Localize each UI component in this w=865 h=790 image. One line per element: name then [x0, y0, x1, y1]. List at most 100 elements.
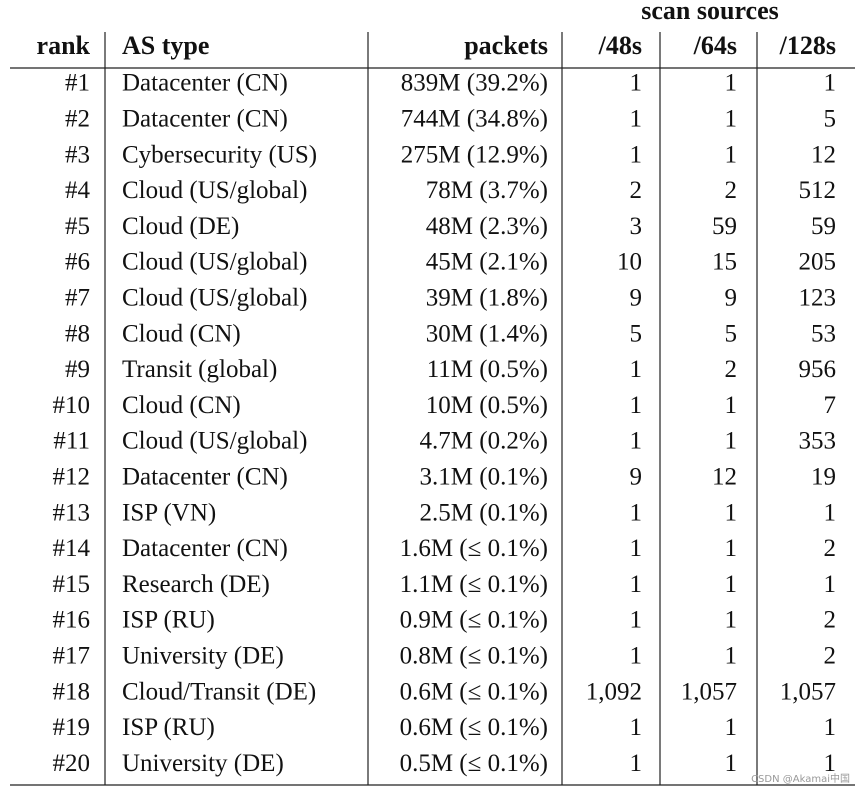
column-header: packets [464, 31, 548, 60]
cell: #8 [65, 320, 90, 347]
cell: 1.6M (≤ 0.1%) [400, 535, 548, 562]
cell: #6 [65, 249, 90, 276]
cell: #20 [53, 750, 91, 777]
cell: 2 [725, 356, 738, 383]
cell: 2 [824, 607, 837, 634]
cell: 205 [799, 249, 837, 276]
cell: 1 [630, 750, 643, 777]
cell: #2 [65, 106, 90, 133]
cell: Transit (global) [122, 356, 277, 383]
cell: 0.8M (≤ 0.1%) [400, 643, 548, 670]
cell: 1 [725, 428, 738, 455]
cell: #1 [65, 70, 90, 97]
cell: #16 [53, 607, 91, 634]
cell: 15 [712, 249, 737, 276]
cell: Datacenter (CN) [122, 106, 288, 133]
cell: Cloud (US/global) [122, 177, 307, 204]
cell: 59 [712, 213, 737, 240]
cell: Cloud/Transit (DE) [122, 678, 316, 705]
cell: 10 [617, 249, 642, 276]
cell: 1 [824, 571, 837, 598]
cell: 1,057 [681, 678, 737, 705]
cell: 48M (2.3%) [426, 213, 548, 240]
cell: 1 [630, 535, 643, 562]
cell: #19 [53, 714, 91, 741]
cell: 1 [824, 70, 837, 97]
column-header: /64s [693, 31, 737, 60]
cell: 3.1M (0.1%) [420, 464, 548, 491]
cell: #4 [65, 177, 91, 204]
cell: 956 [799, 356, 837, 383]
cell: 5 [725, 320, 738, 347]
cell: 1,057 [780, 678, 836, 705]
cell: 1 [725, 750, 738, 777]
cell: 1 [725, 141, 738, 168]
cell: ISP (VN) [122, 499, 216, 526]
cell: 19 [811, 464, 836, 491]
cell: 1 [824, 499, 837, 526]
cell: 1 [725, 714, 738, 741]
cell: 45M (2.1%) [426, 249, 548, 276]
cell: ISP (RU) [122, 607, 215, 634]
cell: 1 [630, 141, 643, 168]
cell: 10M (0.5%) [426, 392, 548, 419]
column-header: /48s [598, 31, 642, 60]
cell: #9 [65, 356, 90, 383]
cell: 1 [630, 643, 643, 670]
cell: 1 [824, 714, 837, 741]
cell: 9 [630, 464, 643, 491]
cell: University (DE) [122, 750, 284, 777]
cell: 1 [725, 643, 738, 670]
cell: 12 [811, 141, 836, 168]
cell: 512 [799, 177, 837, 204]
cell: 11M (0.5%) [427, 356, 548, 383]
cell: 2 [630, 177, 643, 204]
cell: Cybersecurity (US) [122, 141, 317, 168]
cell: 0.6M (≤ 0.1%) [400, 714, 548, 741]
cell: 5 [824, 106, 837, 133]
cell: 9 [725, 285, 738, 312]
cell: 4.7M (0.2%) [420, 428, 548, 455]
cell: 78M (3.7%) [426, 177, 548, 204]
cell: 1 [630, 571, 643, 598]
cell: 123 [799, 285, 837, 312]
cell: Cloud (DE) [122, 213, 239, 240]
cell: 2.5M (0.1%) [420, 499, 548, 526]
cell: University (DE) [122, 643, 284, 670]
cell: 1.1M (≤ 0.1%) [400, 571, 548, 598]
cell: 1 [725, 392, 738, 419]
cell: 59 [811, 213, 836, 240]
cell: 1 [725, 106, 738, 133]
cell: Cloud (US/global) [122, 285, 307, 312]
cell: #12 [53, 464, 91, 491]
column-header: AS type [122, 31, 209, 60]
cell: 1 [630, 428, 643, 455]
cell: 30M (1.4%) [426, 320, 548, 347]
cell: ISP (RU) [122, 714, 215, 741]
cell: #18 [53, 678, 91, 705]
watermark: CSDN @Akamai中国 [751, 772, 850, 785]
cell: 1 [725, 535, 738, 562]
column-header: /128s [779, 31, 836, 60]
cell: 1 [630, 714, 643, 741]
cell: 39M (1.8%) [426, 285, 548, 312]
cell: 1 [725, 571, 738, 598]
cell: 353 [799, 428, 837, 455]
cell: 1 [630, 70, 643, 97]
cell: 2 [824, 643, 837, 670]
cell: 1 [725, 70, 738, 97]
cell: #17 [53, 643, 91, 670]
cell: #14 [53, 535, 91, 562]
group-header: scan sources [641, 0, 778, 25]
cell: 53 [811, 320, 836, 347]
cell: #10 [53, 392, 91, 419]
cell: 1 [630, 392, 643, 419]
cell: #13 [53, 499, 91, 526]
cell: #3 [65, 141, 90, 168]
cell: 1,092 [586, 678, 642, 705]
cell: 7 [824, 392, 837, 419]
cell: 1 [824, 750, 837, 777]
cell: Datacenter (CN) [122, 464, 288, 491]
cell: 1 [630, 106, 643, 133]
cell: Datacenter (CN) [122, 70, 288, 97]
